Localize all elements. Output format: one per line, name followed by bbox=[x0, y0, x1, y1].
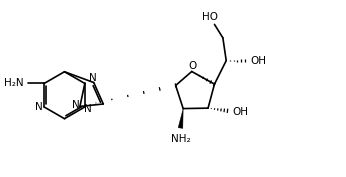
Text: N: N bbox=[72, 100, 80, 110]
Text: NH₂: NH₂ bbox=[171, 134, 191, 144]
Text: HO: HO bbox=[202, 12, 218, 22]
Text: N: N bbox=[84, 104, 92, 114]
Text: H₂N: H₂N bbox=[4, 78, 24, 88]
Text: O: O bbox=[188, 61, 196, 72]
Text: OH: OH bbox=[233, 107, 248, 117]
Text: N: N bbox=[35, 102, 43, 112]
Polygon shape bbox=[178, 109, 183, 128]
Text: N: N bbox=[89, 73, 97, 83]
Text: OH: OH bbox=[250, 56, 266, 66]
